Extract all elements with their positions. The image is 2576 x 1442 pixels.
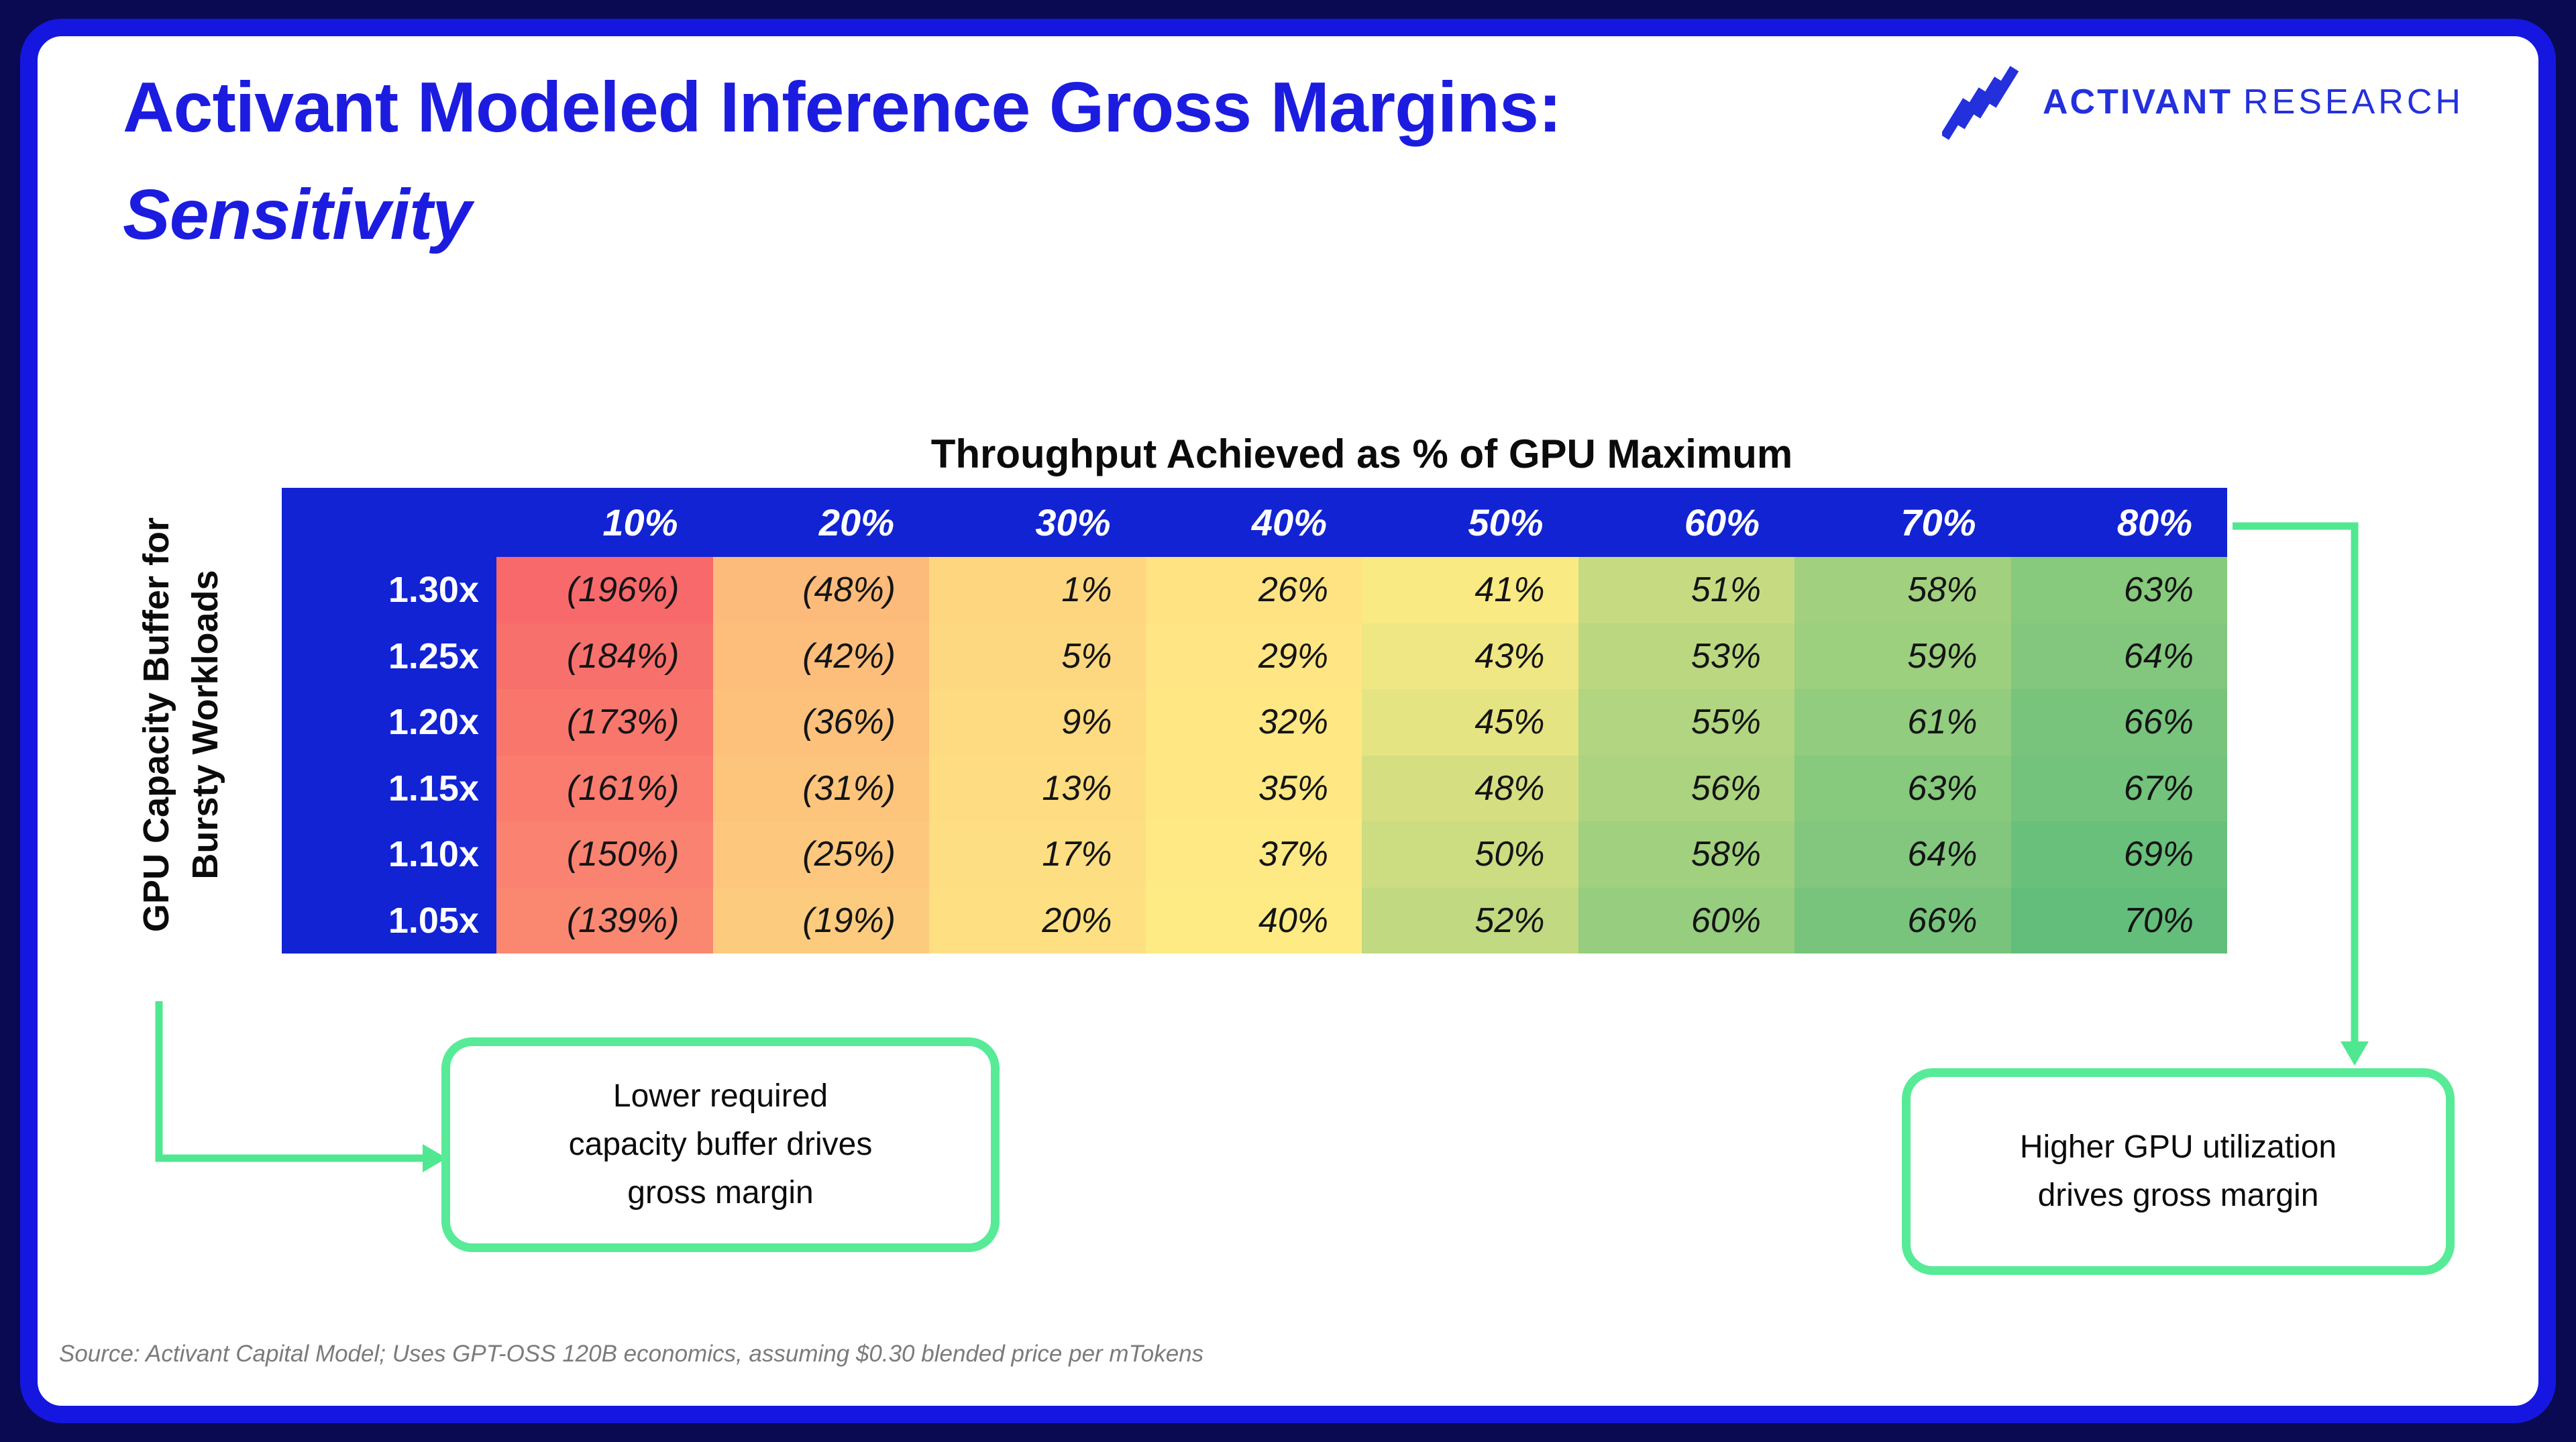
logo-suffix: RESEARCH [2243, 83, 2464, 121]
heatmap-cell: 52% [1362, 887, 1578, 954]
activant-research-logo: ACTIVANT RESEARCH [1942, 62, 2464, 142]
heatmap-cell: (161%) [496, 755, 713, 821]
y-axis-label-line1: GPU Capacity Buffer for [136, 517, 176, 933]
heatmap-cell: 9% [929, 689, 1146, 756]
column-header: 50% [1468, 501, 1544, 544]
heatmap-cell: 17% [929, 821, 1146, 888]
heatmap-cell: 61% [1794, 689, 2011, 756]
left-elbow-arrow [155, 1001, 447, 1172]
heatmap-cell: 66% [1794, 887, 2011, 954]
heatmap-cell: (42%) [712, 623, 929, 689]
heatmap-cell: (184%) [496, 623, 713, 689]
page-title-line2: Sensitivity [123, 175, 472, 254]
heatmap-cell: 5% [929, 623, 1146, 689]
heatmap-cell: (25%) [712, 821, 929, 888]
heatmap-cell: 13% [929, 755, 1146, 821]
heatmap-cell: 43% [1362, 623, 1578, 689]
heatmap-cell: 67% [2010, 755, 2227, 821]
sensitivity-heatmap-table: 10% 20% 30% 40% 50% 60% 70% 80% 1.30x (196%) (48%)… [282, 488, 2227, 954]
heatmap-cell: 45% [1362, 689, 1578, 756]
heatmap-cell: 63% [2010, 557, 2227, 623]
column-header: 80% [2116, 501, 2192, 544]
left-callout-line3: gross margin [627, 1175, 814, 1211]
heatmap-cell: (48%) [712, 557, 929, 623]
heatmap-cell: 70% [2010, 887, 2227, 954]
heatmap-cell: 53% [1578, 623, 1794, 689]
heatmap-cell: 58% [1578, 821, 1794, 888]
row-label: 1.05x [388, 900, 479, 941]
left-callout-line1: Lower required [612, 1078, 828, 1114]
heatmap-cell: 41% [1362, 557, 1578, 623]
heatmap-cell: 29% [1145, 623, 1362, 689]
column-header: 40% [1251, 501, 1327, 544]
heatmap-cell: 32% [1145, 689, 1362, 756]
row-label: 1.20x [388, 702, 479, 743]
activant-logo-icon [1942, 66, 2019, 140]
heatmap-cell: 58% [1794, 557, 2011, 623]
logo-brand: ACTIVANT [2043, 83, 2233, 121]
heatmap-cell: 40% [1145, 887, 1362, 954]
heatmap-cell: 56% [1578, 755, 1794, 821]
y-axis-label: GPU Capacity Buffer for Bursty Workloads [132, 454, 230, 995]
heatmap-cell: 55% [1578, 689, 1794, 756]
right-callout-line2: drives gross margin [2037, 1178, 2319, 1213]
heatmap-cell: 69% [2010, 821, 2227, 888]
heatmap-cell: 48% [1362, 755, 1578, 821]
row-label: 1.30x [388, 570, 479, 611]
heatmap-cell: 50% [1362, 821, 1578, 888]
right-callout-line1: Higher GPU utilization [2019, 1129, 2337, 1165]
row-label: 1.10x [388, 834, 479, 875]
page-title-line1: Activant Modeled Inference Gross Margins… [123, 68, 1562, 147]
table-corner [282, 488, 496, 557]
chart-title: Throughput Achieved as % of GPU Maximum [930, 431, 1793, 476]
y-axis-label-line2: Bursty Workloads [185, 570, 225, 880]
column-header: 70% [1900, 501, 1976, 544]
heatmap-cell: 1% [929, 557, 1146, 623]
left-callout-line2: capacity buffer drives [568, 1127, 873, 1162]
left-callout: Lower required capacity buffer drives gr… [441, 1037, 1000, 1252]
heatmap-cell: 51% [1578, 557, 1794, 623]
right-callout: Higher GPU utilization drives gross marg… [1902, 1068, 2455, 1275]
heatmap-cell: (36%) [712, 689, 929, 756]
heatmap-cell: 26% [1145, 557, 1362, 623]
right-elbow-arrow [2233, 522, 2369, 1066]
column-header: 10% [602, 501, 678, 544]
heatmap-cell: 63% [1794, 755, 2011, 821]
heatmap-cell: 64% [1794, 821, 2011, 888]
heatmap-cell: (150%) [496, 821, 713, 888]
heatmap-cell: 66% [2010, 689, 2227, 756]
heatmap-cell: 35% [1145, 755, 1362, 821]
heatmap-cell: 59% [1794, 623, 2011, 689]
source-note: Source: Activant Capital Model; Uses GPT… [59, 1341, 1204, 1367]
heatmap-cell: 20% [929, 887, 1146, 954]
heatmap-cell: (139%) [496, 887, 713, 954]
row-label: 1.15x [388, 768, 479, 809]
row-label: 1.25x [388, 635, 479, 676]
heatmap-cell: 37% [1145, 821, 1362, 888]
column-header: 30% [1035, 501, 1111, 544]
heatmap-cell: (173%) [496, 689, 713, 756]
column-header: 20% [818, 501, 894, 544]
column-header: 60% [1684, 501, 1760, 544]
heatmap-cell: (196%) [496, 557, 713, 623]
page-title: Activant Modeled Inference Gross Margins… [123, 54, 1562, 268]
heatmap-cell: (31%) [712, 755, 929, 821]
heatmap-cell: (19%) [712, 887, 929, 954]
heatmap-cell: 64% [2010, 623, 2227, 689]
logo-wordmark: ACTIVANT RESEARCH [2043, 82, 2464, 122]
heatmap-cell: 60% [1578, 887, 1794, 954]
